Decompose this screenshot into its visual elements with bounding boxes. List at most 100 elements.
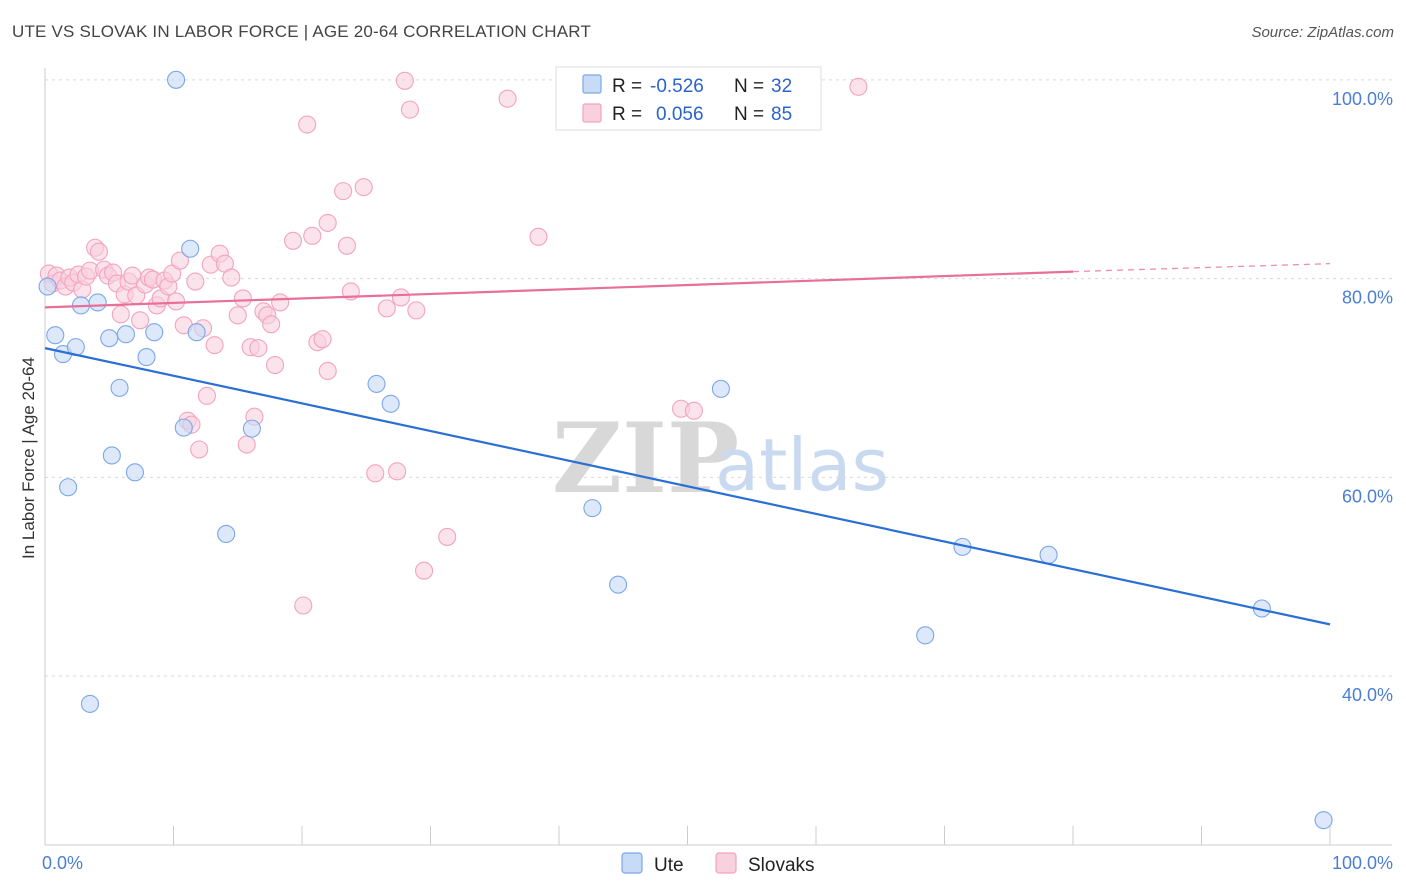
- y-tick-label: 40.0%: [1342, 685, 1393, 705]
- slovaks-point: [438, 527, 457, 546]
- ute-point: [583, 499, 602, 518]
- y-tick-label: 100.0%: [1332, 89, 1393, 109]
- slovaks-point: [407, 301, 426, 320]
- legend-slovaks-label: Slovaks: [748, 855, 815, 876]
- ute-point: [38, 277, 57, 296]
- ute-point: [46, 326, 65, 345]
- ute-point: [59, 478, 78, 497]
- y-tick-label: 80.0%: [1342, 288, 1393, 308]
- ute-point: [1314, 811, 1333, 830]
- ute-point: [137, 348, 156, 367]
- ute-point: [242, 419, 261, 438]
- slovaks-point: [318, 361, 337, 381]
- slovaks-r-label: R =: [612, 104, 642, 125]
- slovaks-trend-line-extension: [1072, 263, 1331, 273]
- slovaks-point: [233, 289, 252, 308]
- slovaks-point: [298, 115, 317, 134]
- y-axis-label: In Labor Force | Age 20-64: [19, 357, 38, 559]
- slovaks-point: [318, 213, 337, 232]
- slovaks-trend-line: [44, 270, 1074, 309]
- watermark-atlas: atlas: [715, 423, 889, 507]
- source-credit: Source: ZipAtlas.com: [1251, 24, 1394, 41]
- ute-r-value: -0.526: [650, 76, 704, 97]
- ute-n-label: N =: [734, 76, 764, 97]
- ute-point: [1039, 545, 1058, 564]
- slovaks-point: [265, 355, 285, 375]
- ute-trend-line: [44, 347, 1331, 626]
- slovaks-point: [684, 401, 703, 420]
- axes: [44, 68, 1392, 846]
- slovaks-point: [205, 336, 224, 355]
- legend-ute-swatch-icon: [621, 852, 643, 874]
- slovaks-point: [249, 339, 268, 358]
- legend-slovaks-swatch-icon: [715, 852, 737, 874]
- data-points: [38, 70, 1333, 830]
- y-tick-label: 60.0%: [1342, 486, 1393, 506]
- ute-point: [711, 379, 730, 398]
- slovaks-point: [388, 462, 407, 481]
- slovaks-point: [294, 596, 313, 615]
- slovaks-point: [529, 227, 548, 246]
- slovaks-n-label: N =: [734, 104, 764, 125]
- ute-point: [381, 394, 400, 413]
- ute-point: [367, 374, 386, 393]
- ute-point: [110, 378, 129, 397]
- ute-point: [181, 239, 200, 258]
- x-tick-label: 0.0%: [42, 853, 83, 873]
- stats-legend: R = -0.526 N = 32 R = 0.056 N = 85: [555, 66, 822, 131]
- slovaks-point: [131, 311, 150, 330]
- series-legend: Ute Slovaks: [621, 852, 815, 876]
- slovaks-point: [89, 242, 109, 261]
- slovaks-point: [228, 306, 247, 325]
- slovaks-point: [377, 299, 396, 318]
- watermark-zip: ZIP: [552, 402, 739, 515]
- slovaks-point: [303, 226, 322, 245]
- ute-point: [609, 575, 628, 594]
- ute-point: [145, 323, 164, 342]
- slovaks-point: [190, 440, 209, 459]
- x-tick-label: 100.0%: [1332, 853, 1393, 873]
- slovaks-point: [849, 77, 868, 96]
- slovaks-point: [334, 182, 353, 201]
- watermark: ZIP atlas: [552, 402, 889, 515]
- slovaks-point: [186, 272, 205, 291]
- ute-point: [100, 329, 119, 348]
- y-tick-labels: 100.0% 80.0% 60.0% 40.0%: [1332, 89, 1393, 705]
- slovaks-point: [395, 71, 414, 90]
- x-tick-labels: 0.0% 100.0%: [42, 853, 1393, 873]
- ute-point: [102, 446, 121, 465]
- slovaks-point: [271, 293, 290, 312]
- slovaks-point: [283, 231, 303, 250]
- slovaks-n-value: 85: [771, 104, 792, 125]
- slovaks-point: [197, 386, 216, 405]
- ute-n-value: 32: [771, 76, 792, 97]
- ute-point: [187, 323, 206, 342]
- slovaks-point: [400, 100, 419, 119]
- slovaks-point: [262, 315, 281, 334]
- slovaks-point: [170, 251, 189, 270]
- ute-point: [916, 626, 935, 645]
- trend-lines: [44, 263, 1331, 626]
- slovaks-point: [337, 236, 357, 255]
- slovaks-point: [111, 305, 130, 324]
- slovaks-point: [313, 330, 332, 349]
- ute-point: [125, 463, 144, 482]
- chart-title: UTE VS SLOVAK IN LABOR FORCE | AGE 20-64…: [12, 22, 592, 41]
- ute-point: [116, 325, 136, 344]
- slovaks-point: [167, 292, 186, 311]
- ute-r-label: R =: [612, 76, 642, 97]
- slovaks-r-value: 0.056: [656, 104, 704, 125]
- slovaks-point: [237, 435, 256, 454]
- slovaks-point: [498, 89, 517, 108]
- ute-point: [217, 524, 236, 544]
- ute-point: [80, 694, 100, 713]
- slovaks-point: [222, 268, 241, 287]
- slovaks-point: [415, 561, 434, 580]
- legend-ute-label: Ute: [654, 855, 684, 876]
- slovaks-point: [354, 178, 373, 197]
- ute-swatch-icon: [582, 74, 602, 94]
- ute-point: [88, 293, 107, 312]
- slovaks-swatch-icon: [582, 103, 602, 123]
- slovaks-point: [391, 288, 410, 307]
